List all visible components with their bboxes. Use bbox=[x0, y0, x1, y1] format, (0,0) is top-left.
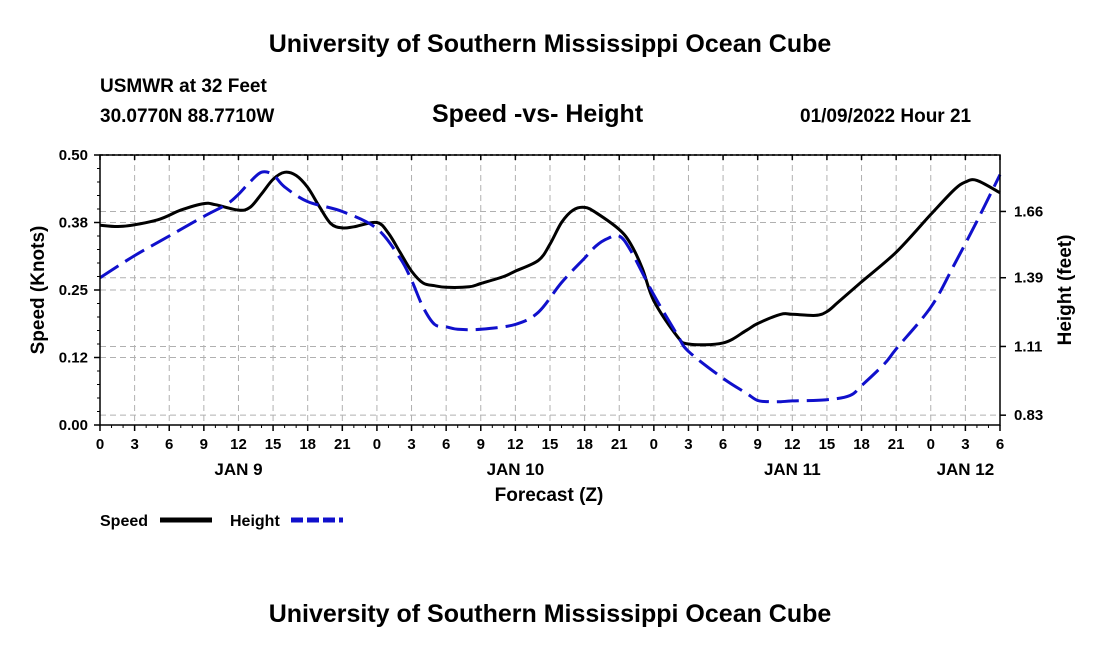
x-tick-label: 12 bbox=[507, 436, 524, 453]
x-tick-label: 6 bbox=[442, 436, 450, 453]
y-tick-label: 0.12 bbox=[59, 350, 88, 367]
legend-height-label: Height bbox=[230, 513, 280, 530]
legend: Speed Height bbox=[100, 513, 343, 530]
date-label: JAN 12 bbox=[937, 460, 995, 479]
x-tick-label: 0 bbox=[650, 436, 658, 453]
axis-layer: 0 3 6 9 12 15 18 21 0 3 6 9 12 15 18 21 0 3 6 9 12 15 18 21 0 3 6J… bbox=[59, 147, 1043, 479]
x-tick-label: 9 bbox=[477, 436, 485, 453]
x-tick-label: 3 bbox=[961, 436, 969, 453]
series-line-height bbox=[99, 170, 1002, 404]
x-tick-label: 0 bbox=[96, 436, 104, 453]
date-label: JAN 9 bbox=[214, 460, 262, 479]
x-axis-label: Forecast (Z) bbox=[495, 485, 604, 506]
x-tick-label: 12 bbox=[784, 436, 801, 453]
legend-speed-label: Speed bbox=[100, 513, 148, 530]
page-title: University of Southern Mississippi Ocean… bbox=[268, 30, 832, 58]
x-tick-label: 18 bbox=[853, 436, 870, 453]
x-tick-label: 6 bbox=[165, 436, 173, 453]
x-tick-label: 15 bbox=[265, 436, 282, 453]
y2-tick-label: 1.66 bbox=[1014, 203, 1043, 220]
y-tick-label: 0.00 bbox=[59, 417, 88, 434]
chart-title: Speed -vs- Height bbox=[432, 100, 644, 128]
footer-title: University of Southern Mississippi Ocean… bbox=[268, 600, 832, 628]
date-label: JAN 10 bbox=[487, 460, 545, 479]
y2-axis-label: Height (feet) bbox=[1055, 235, 1076, 346]
x-tick-label: 9 bbox=[200, 436, 208, 453]
x-tick-label: 9 bbox=[754, 436, 762, 453]
coordinates-label: 30.0770N 88.7710W bbox=[100, 106, 275, 127]
y-tick-label: 0.38 bbox=[59, 215, 88, 232]
station-label: USMWR at 32 Feet bbox=[100, 76, 267, 97]
x-tick-label: 0 bbox=[373, 436, 381, 453]
y-tick-label: 0.50 bbox=[59, 147, 88, 164]
x-tick-label: 15 bbox=[819, 436, 836, 453]
x-tick-label: 3 bbox=[130, 436, 138, 453]
series-layer bbox=[99, 170, 1002, 404]
x-tick-label: 21 bbox=[611, 436, 628, 453]
date-label: JAN 11 bbox=[764, 460, 821, 479]
x-tick-label: 21 bbox=[888, 436, 905, 453]
series-line-speed bbox=[99, 170, 1001, 347]
x-tick-label: 15 bbox=[542, 436, 559, 453]
x-tick-label: 3 bbox=[407, 436, 415, 453]
x-tick-label: 21 bbox=[334, 436, 351, 453]
x-tick-label: 18 bbox=[299, 436, 316, 453]
y2-tick-label: 1.11 bbox=[1014, 338, 1042, 355]
datetime-label: 01/09/2022 Hour 21 bbox=[800, 106, 972, 127]
x-tick-label: 18 bbox=[576, 436, 593, 453]
y2-tick-label: 1.39 bbox=[1014, 270, 1043, 287]
x-tick-label: 6 bbox=[719, 436, 727, 453]
x-tick-label: 0 bbox=[927, 436, 935, 453]
y2-tick-label: 0.83 bbox=[1014, 407, 1043, 424]
y-tick-label: 0.25 bbox=[59, 282, 88, 299]
x-tick-label: 12 bbox=[230, 436, 247, 453]
x-tick-label: 3 bbox=[684, 436, 692, 453]
x-tick-label: 6 bbox=[996, 436, 1004, 453]
y-axis-label: Speed (Knots) bbox=[28, 226, 49, 355]
